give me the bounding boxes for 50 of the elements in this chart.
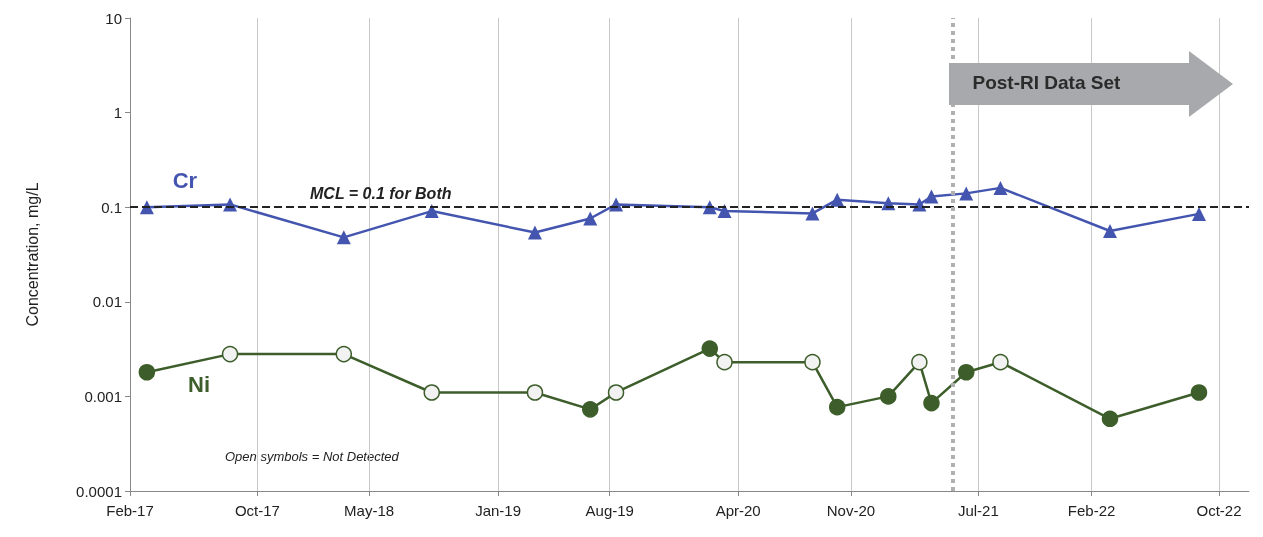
point xyxy=(804,353,821,371)
point xyxy=(138,364,156,381)
point xyxy=(717,204,732,219)
annotation: Post-RI Data Set xyxy=(972,72,1121,95)
y-tick-label: 0.001 xyxy=(84,387,122,405)
point xyxy=(526,384,544,401)
point xyxy=(923,394,940,412)
ref-line-label: MCL = 0.1 for Both xyxy=(310,184,452,202)
x-tick-label: Jan-19 xyxy=(475,502,522,519)
point xyxy=(828,398,846,416)
point xyxy=(1190,384,1208,401)
x-tick-label: Feb-17 xyxy=(106,502,154,519)
point xyxy=(336,230,351,245)
series-label: Cr xyxy=(172,167,198,193)
point xyxy=(582,401,599,418)
point xyxy=(1102,224,1117,239)
point xyxy=(607,384,625,401)
point xyxy=(716,353,733,371)
x-tick-label: Oct-22 xyxy=(1196,502,1242,519)
point xyxy=(527,225,542,240)
y-tick-label: 1 xyxy=(113,104,122,122)
point xyxy=(583,211,598,226)
x-tick-label: Feb-22 xyxy=(1067,502,1116,519)
point xyxy=(221,345,239,363)
y-axis-title: Concentration, mg/L xyxy=(23,182,41,327)
series-label: Ni xyxy=(188,371,211,397)
x-tick-label: Apr-20 xyxy=(715,502,761,519)
point xyxy=(335,345,353,363)
x-tick-label: Nov-20 xyxy=(826,502,876,519)
y-tick-label: 0.0001 xyxy=(76,482,122,500)
point xyxy=(959,186,974,201)
x-tick-label: Jul-21 xyxy=(957,502,999,519)
annotation: Open symbols = Not Detected xyxy=(225,449,400,464)
point xyxy=(880,388,897,405)
point xyxy=(805,206,820,221)
point xyxy=(1191,206,1206,221)
point xyxy=(1101,410,1119,428)
point xyxy=(992,353,1009,371)
y-tick-label: 10 xyxy=(105,9,122,27)
point xyxy=(423,384,440,401)
y-tick-label: 0.01 xyxy=(92,293,122,311)
point xyxy=(924,189,939,204)
point xyxy=(993,180,1008,195)
point xyxy=(957,364,975,381)
x-tick-label: Aug-19 xyxy=(585,502,634,519)
x-tick-label: Oct-17 xyxy=(234,502,280,519)
x-tick-label: May-18 xyxy=(344,502,395,519)
point xyxy=(701,340,719,357)
y-tick-label: 0.1 xyxy=(101,198,122,216)
point xyxy=(911,353,928,371)
